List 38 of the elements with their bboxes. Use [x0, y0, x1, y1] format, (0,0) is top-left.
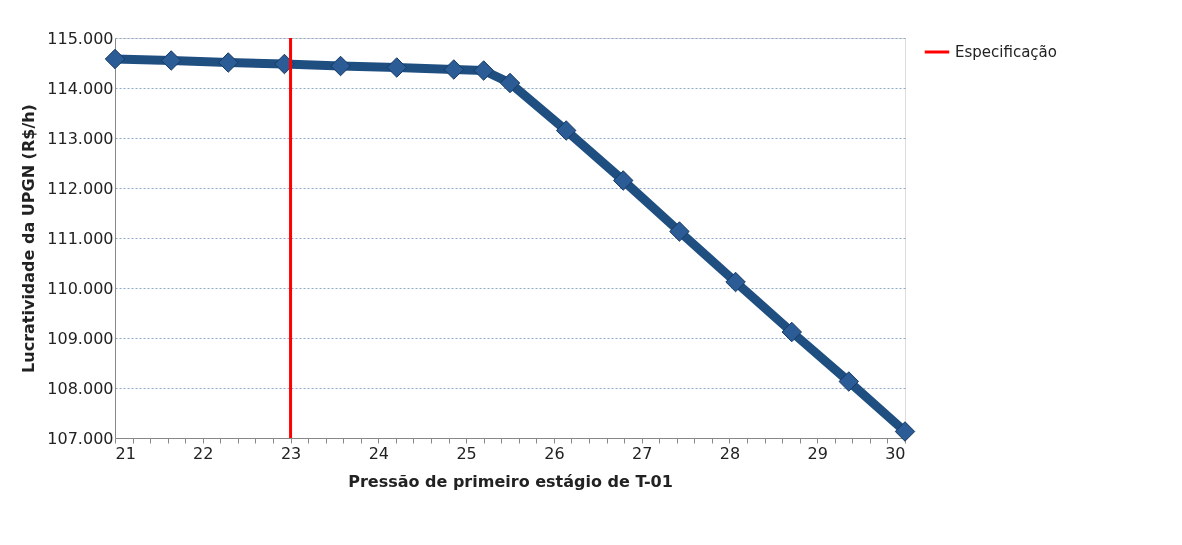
y-tick-label: 109.000: [47, 328, 114, 348]
point: [217, 52, 239, 73]
x-tick-label: 22: [193, 443, 214, 463]
y-tick-label: 112.000: [47, 178, 114, 198]
point: [838, 371, 860, 392]
point: [330, 55, 351, 77]
point: [555, 120, 577, 141]
y-axis-title: Lucratividade da UPGN (R$/h): [19, 104, 39, 373]
legend-label: Especificação: [955, 43, 1057, 61]
y-tick-label: 110.000: [47, 278, 114, 298]
point: [443, 59, 465, 80]
point: [104, 48, 126, 70]
x-tick-label: 28: [719, 443, 741, 463]
point: [160, 50, 182, 71]
point: [386, 57, 408, 78]
y-tick-label: 114.000: [47, 78, 114, 98]
y-tick-label: 108.000: [47, 378, 114, 398]
point: [473, 60, 494, 81]
x-tick-label: 29: [807, 443, 828, 463]
y-tick-label: 111.000: [47, 228, 114, 248]
point: [669, 221, 690, 242]
x-tick-label: 23: [280, 443, 302, 463]
point: [725, 271, 746, 293]
point: [781, 321, 803, 343]
point: [612, 170, 634, 191]
y-tick-label: 115.000: [47, 28, 114, 48]
y-tick-label: 107.000: [47, 428, 114, 448]
x-tick-label: 30: [885, 443, 906, 463]
x-tick-label: 27: [631, 443, 653, 463]
y-tick-label: 113.000: [47, 128, 114, 148]
x-tick-label: 24: [368, 443, 390, 463]
x-tick-label: 25: [456, 443, 477, 463]
point: [499, 72, 521, 94]
x-tick-label: 26: [544, 443, 565, 463]
x-tick-label: 21: [115, 443, 136, 463]
x-axis-title: Pressão de primeiro estágio de T-01: [348, 471, 673, 491]
point: [274, 53, 295, 75]
point: [894, 421, 916, 442]
